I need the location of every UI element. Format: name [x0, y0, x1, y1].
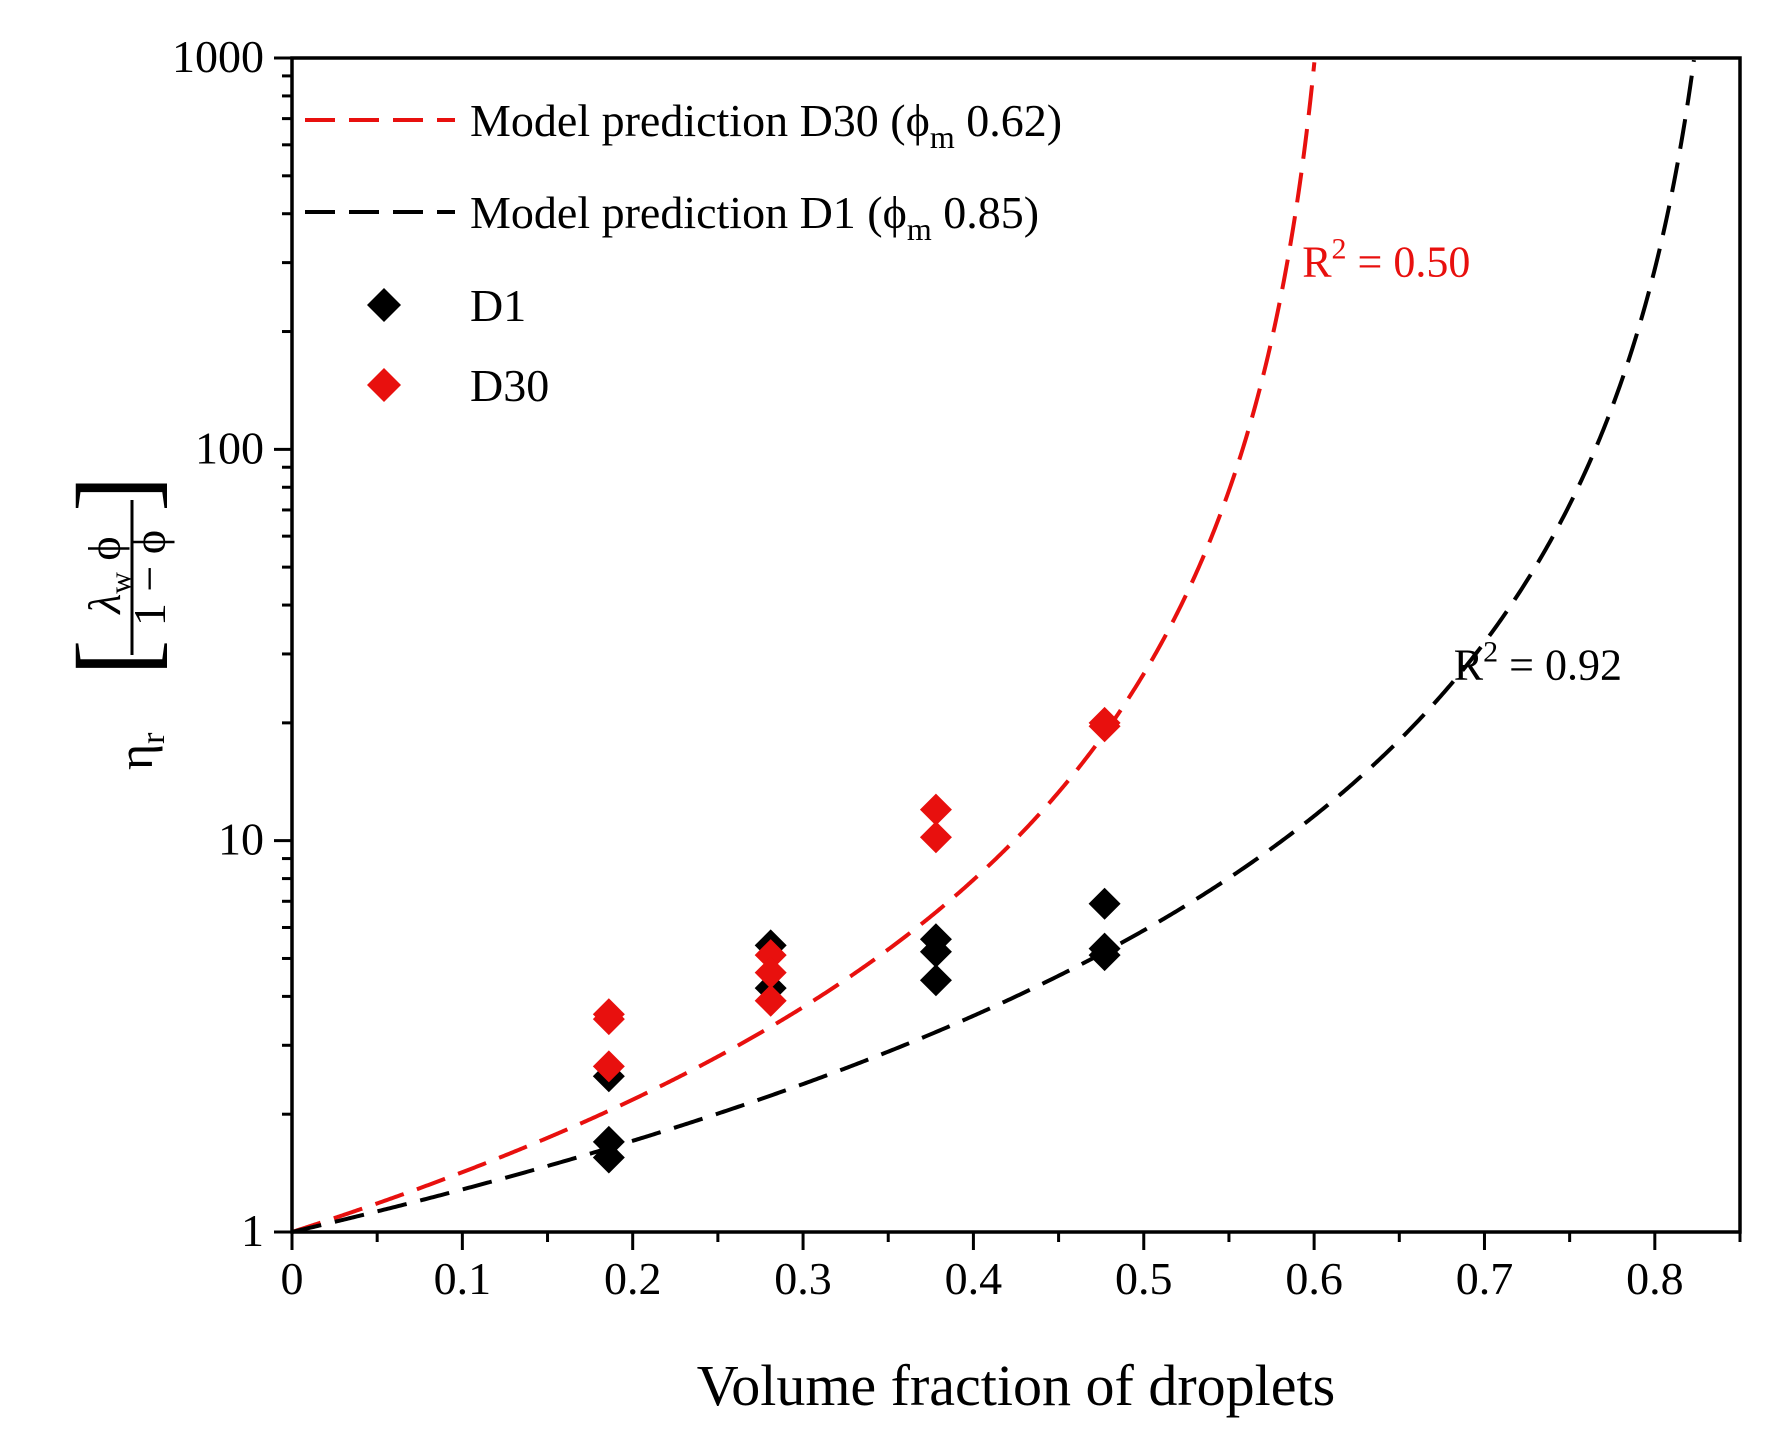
y-tick-label: 1000: [172, 31, 264, 82]
model-curves: [291, 59, 1696, 1234]
model-curve-d30: [291, 62, 1317, 1234]
point-d1: [592, 1141, 625, 1174]
point-d1: [919, 964, 952, 997]
data-points: [592, 706, 1121, 1174]
legend-marker-d1: [367, 288, 401, 322]
plot-frame: [290, 56, 1742, 1234]
x-tick-label: 0.6: [1285, 1253, 1343, 1304]
x-tick-label: 0.3: [774, 1253, 832, 1304]
point-d1: [1088, 939, 1121, 972]
r2-label-d1: R2 = 0.92: [1454, 636, 1622, 690]
point-d30: [592, 1003, 625, 1036]
x-tick-label: 0.4: [945, 1253, 1003, 1304]
legend-label-d30: D30: [470, 360, 549, 411]
point-d30: [754, 939, 787, 972]
x-tick-label: 0.7: [1456, 1253, 1514, 1304]
x-axis: 0 0.1 0.2 0.3 0.4 0.5 0.6 0.7 0.8: [281, 1232, 1742, 1304]
x-tick-label: 0.1: [434, 1253, 492, 1304]
y-tick-label: 100: [195, 422, 264, 473]
legend-label-model-d1: Model prediction D1 (ϕm 0.85): [470, 187, 1039, 247]
point-d30: [1088, 710, 1121, 743]
r2-label-d30: R2 = 0.50: [1302, 233, 1470, 287]
y-label-eta: ηr: [107, 732, 172, 770]
y-label-bracket-right: ]: [54, 475, 176, 512]
legend-label-model-d30: Model prediction D30 (ϕm 0.62): [470, 95, 1062, 155]
y-axis-label: ηr [ λw ϕ 1 − ϕ ]: [54, 475, 176, 770]
point-d30: [919, 821, 952, 854]
x-tick-label: 0.5: [1115, 1253, 1173, 1304]
legend: Model prediction D30 (ϕm 0.62) Model pred…: [305, 95, 1062, 411]
y-tick-label: 1: [241, 1205, 264, 1256]
model-curve-d1: [291, 59, 1696, 1234]
y-label-denominator: 1 − ϕ: [124, 530, 175, 626]
x-tick-label: 0.8: [1626, 1253, 1684, 1304]
r-squared-annotations: R2 = 0.50 R2 = 0.92: [1302, 233, 1622, 690]
y-label-bracket-left: [: [54, 639, 176, 676]
legend-label-d1: D1: [470, 280, 526, 331]
y-label-numerator: λw ϕ: [79, 536, 137, 615]
point-d30: [592, 1050, 625, 1083]
legend-marker-d30: [367, 368, 401, 402]
x-axis-label: Volume fraction of droplets: [697, 1353, 1335, 1418]
point-d30: [754, 984, 787, 1017]
y-tick-label: 10: [218, 814, 264, 865]
point-d30: [919, 793, 952, 826]
point-d1: [1088, 887, 1121, 920]
point-d30: [754, 956, 787, 989]
point-d1: [919, 935, 952, 968]
y-axis: 1 10 100 1000: [172, 31, 292, 1256]
x-tick-label: 0.2: [604, 1253, 662, 1304]
x-tick-label: 0: [281, 1253, 304, 1304]
